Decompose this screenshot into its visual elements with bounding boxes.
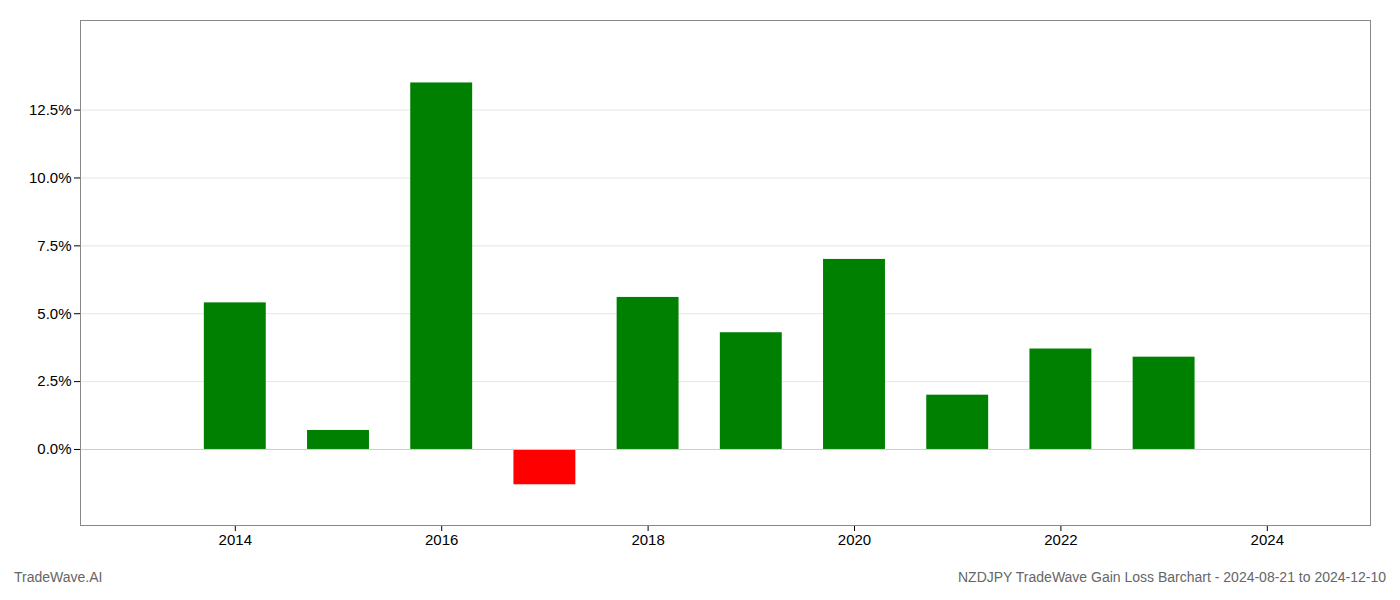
- svg-text:2.5%: 2.5%: [37, 372, 71, 389]
- svg-text:2018: 2018: [631, 531, 664, 548]
- svg-text:2014: 2014: [219, 531, 252, 548]
- svg-text:12.5%: 12.5%: [29, 101, 72, 118]
- svg-text:5.0%: 5.0%: [37, 305, 71, 322]
- svg-text:2022: 2022: [1044, 531, 1077, 548]
- svg-text:0.0%: 0.0%: [37, 440, 71, 457]
- svg-text:10.0%: 10.0%: [29, 169, 72, 186]
- svg-text:7.5%: 7.5%: [37, 237, 71, 254]
- html-text:NZDJPY TradeWave Gain Loss Bar: NZDJPY TradeWave Gain Loss Barchart - 20…: [958, 569, 1386, 585]
- svg-text:2020: 2020: [838, 531, 871, 548]
- svg-text:2016: 2016: [425, 531, 458, 548]
- html-text:TradeWave.AI: TradeWave.AI: [14, 569, 103, 585]
- svg-text:2024: 2024: [1251, 531, 1284, 548]
